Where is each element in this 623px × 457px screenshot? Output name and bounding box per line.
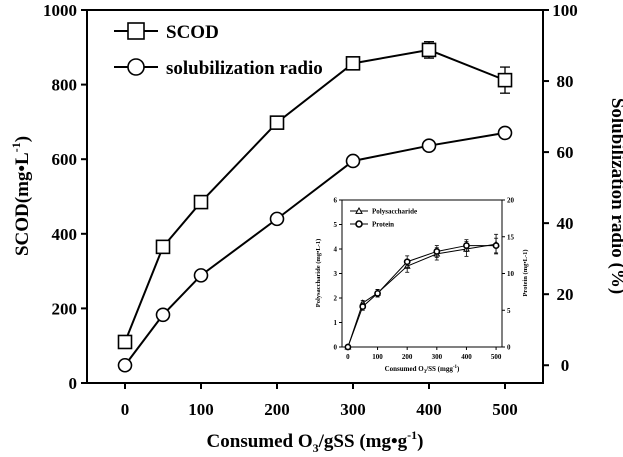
data-point: [193, 194, 209, 210]
inset-x-tick-label: 200: [402, 353, 413, 361]
inset-y-tick-label: 5: [334, 221, 338, 229]
inset-series-circle: [344, 237, 500, 351]
inset-y-tick-label: 0: [334, 344, 338, 352]
legend-label: SCOD: [166, 22, 219, 43]
inset-chart: 0 100 200 300 400 500 0 1 2 3 4 5 6 0 5 10 15 20 Consumed …: [315, 197, 529, 376]
y2-axis-label: Solubilization radio (%): [607, 98, 623, 294]
inset-legend-marker: [355, 206, 363, 214]
y2-tick-label: 80: [557, 72, 574, 91]
inset-legend-marker: [355, 220, 363, 228]
inset-y2-tick-label: 0: [507, 344, 511, 352]
legend-marker: [127, 22, 145, 40]
inset-legend-label: Polysaccharide: [372, 208, 417, 216]
data-point: [269, 211, 285, 227]
y-tick-label: 400: [52, 225, 78, 244]
y-tick-label: 0: [69, 374, 78, 393]
data-point: [345, 153, 361, 169]
inset-y2-tick-label: 5: [507, 307, 511, 315]
inset-x-axis-label: Consumed O3/SS (mgg-1): [385, 365, 460, 375]
data-point: [421, 138, 437, 154]
x-axis-label: Consumed O3/gSS (mg•g-1): [207, 428, 424, 455]
y-axis-label: SCOD(mg•L-1): [9, 136, 33, 256]
data-point: [497, 72, 513, 88]
series-circle: [117, 125, 513, 373]
inset-data-point: [359, 303, 367, 310]
x-tick-label: 0: [121, 400, 130, 419]
y-tick-label: 600: [52, 150, 78, 169]
inset-x-tick-label: 500: [491, 353, 502, 361]
y2-tick-label: 40: [557, 214, 574, 233]
inset-data-point: [463, 242, 470, 249]
inset-y2-tick-label: 20: [507, 197, 515, 205]
inset-data-point: [374, 289, 381, 297]
inset-x-tick-label: 0: [346, 353, 350, 361]
inset-y-axis-label: Polysaccharide (mg•L-1): [315, 239, 322, 308]
x-tick-label: 200: [264, 400, 290, 419]
data-point: [155, 307, 171, 323]
inset-legend-label: Protein: [372, 221, 394, 229]
inset-y-tick-label: 1: [334, 319, 338, 327]
inset-y-tick-label: 2: [334, 295, 338, 303]
data-point: [117, 357, 133, 373]
data-point: [117, 334, 133, 350]
main-axes: 0 100 200 300 400 500020040060080010000204060…: [9, 1, 623, 455]
data-point: [155, 239, 171, 255]
series-square: [117, 41, 513, 350]
y2-tick-label: 60: [557, 143, 574, 162]
data-point: [497, 125, 513, 141]
inset-x-tick-label: 300: [432, 353, 443, 361]
main-legend: SCOD solubilization radio: [114, 22, 323, 79]
data-point: [421, 42, 437, 58]
inset-x-tick-label: 100: [372, 353, 383, 361]
x-tick-label: 400: [416, 400, 442, 419]
inset-y2-tick-label: 10: [507, 270, 515, 278]
x-tick-label: 100: [188, 400, 214, 419]
inset-y-tick-label: 3: [334, 270, 338, 278]
inset-y-tick-label: 6: [334, 197, 338, 205]
inset-y2-tick-label: 15: [507, 233, 515, 241]
inset-data-point: [433, 248, 441, 255]
x-tick-label: 300: [340, 400, 366, 419]
y2-tick-label: 20: [557, 285, 574, 304]
inset-data-point: [403, 258, 411, 266]
inset-y-tick-label: 4: [334, 246, 338, 254]
y-tick-label: 1000: [43, 1, 77, 20]
inset-y2-axis-label: Protein (mg•L-1): [522, 249, 529, 296]
legend-label: solubilization radio: [166, 58, 323, 79]
data-point: [193, 268, 209, 283]
inset-data-point: [492, 242, 500, 249]
inset-x-tick-label: 400: [461, 353, 472, 361]
main-series: [117, 41, 513, 373]
y2-tick-label: 0: [561, 356, 570, 375]
y-tick-label: 200: [52, 299, 78, 318]
data-point: [269, 115, 285, 130]
x-tick-label: 500: [492, 400, 518, 419]
legend-marker: [127, 58, 145, 76]
y2-tick-label: 100: [552, 1, 578, 20]
plot-frame: [86, 9, 544, 384]
y-tick-label: 800: [52, 76, 78, 95]
inset-data-point: [344, 343, 352, 351]
data-point: [345, 56, 361, 71]
inset-frame: [341, 199, 503, 348]
